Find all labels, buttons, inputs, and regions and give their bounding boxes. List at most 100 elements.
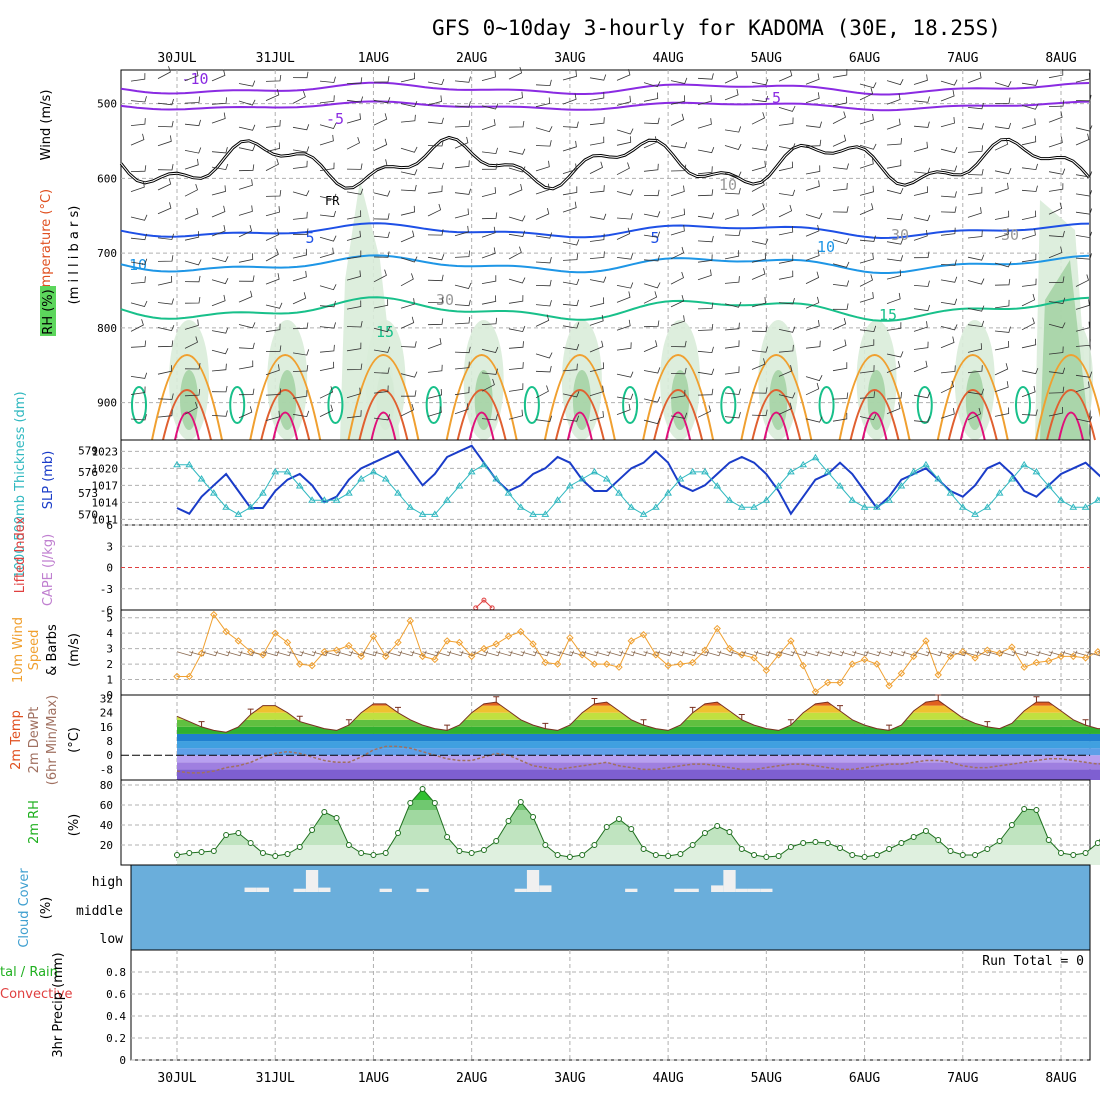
rh2m-ylabel-a: 2m RH [27,800,42,844]
wind-barb [535,365,552,373]
wind10-point [443,637,451,645]
thickness-point [897,482,906,489]
rh2m-point [603,824,610,830]
wind-barb [670,185,685,197]
wind-barb [994,182,1009,194]
wind-barb [886,360,901,373]
li-tick: -3 [100,583,113,596]
wind-barb [454,316,471,325]
rh2m-point [726,829,733,835]
wind-barb [508,120,525,128]
temp2m-ylabel-d: (°C) [67,727,82,753]
wind-barb [265,158,279,171]
wind-barb [859,143,877,150]
wind10-point [222,627,230,636]
wind-barb [859,365,875,374]
thickness-point [701,467,709,475]
wind10-tick: 3 [106,643,113,656]
isotherm-30 [566,411,593,441]
precip-tick: 0 [119,1054,126,1067]
wind10-point [1020,663,1028,671]
wind10-point [431,655,439,664]
wind-barb [535,79,552,87]
wind10-point [455,638,464,647]
wind-barb [508,66,523,80]
wind-barb [535,314,550,327]
wind-barb [589,233,605,242]
freezing-level-inner [120,136,1090,190]
wind-barb [373,346,391,353]
wind10-point [480,644,488,653]
wind-barb [832,392,849,400]
wind10-point [185,672,193,681]
temp2m-tick: -8 [100,763,113,776]
wind-barb [886,402,901,415]
isotherm-30 [1058,411,1084,441]
rh2m-point [886,846,893,852]
wind-barb [994,168,1012,175]
wind-barb [427,364,443,373]
wind-barb [292,211,308,220]
top-date-label: 4AUG [652,51,683,66]
temp2m-ylabel-a: 2m Temp [9,710,24,770]
wind-barb [1021,385,1036,398]
wind-barb [670,77,688,84]
wind-barb [508,383,524,392]
bottom-date-label: 2AUG [456,1071,487,1086]
wind10-point [922,637,930,645]
thickness-point [173,460,181,468]
wind-barb [400,146,418,153]
wind-barb [1021,338,1037,349]
wind-barb [643,255,660,262]
wind-barb [589,362,605,372]
wind-barb [130,340,147,348]
slp-ylabel-thickness: 1000-500mb Thickness (dm) [13,391,28,578]
wind-barb [265,74,282,82]
wind-barb [995,97,1011,104]
wind10-point [320,648,329,656]
upper-isotherms: FR -10 -5 -5 5 5 10 10 15 15 30 30 30 10 [119,70,1100,441]
wind-barb [913,321,928,332]
wind-barb [697,189,714,197]
temp2m-minmax [1033,696,1040,703]
thickness-point [995,489,1004,496]
wind-barb [940,117,955,128]
wind-barb [265,302,283,309]
thickness-point [209,489,218,496]
wind-barb [643,417,661,425]
contour-label: -10 [181,70,208,88]
wind-barb [238,124,256,131]
temp2m-ylabel-b: 2m DewPt [27,707,42,774]
wind10-point [590,660,599,668]
wind-barb [157,178,172,191]
rh-blob-dark [671,370,690,430]
isotherm-15-loop [131,386,147,424]
temp2m-ylabel-c: (6hr Min/Max) [45,695,60,785]
wind-barb [319,247,334,258]
thickness-point [345,489,353,496]
temp2m-band [177,712,1100,720]
thickness-point [1081,503,1090,510]
rh2m-point [272,853,279,859]
wind-barb [373,159,388,171]
wind-barb [265,345,282,352]
wind-barb [1075,125,1093,132]
wind-barb [157,202,172,215]
bottom-date-label: 3AUG [554,1071,585,1086]
thickness-point [369,467,378,475]
wind-barb [535,415,553,422]
wind-barb [292,71,309,79]
temp2m-minmax [591,698,598,704]
wind-barb [724,411,741,419]
cloud-bar [244,887,257,892]
wind10-point [1032,658,1041,667]
wind-barb [130,300,148,307]
wind10-tick: 0 [106,689,113,702]
rh2m-point [665,853,672,859]
chart-title: GFS 0~10day 3-hourly for KADOMA (30E, 18… [432,16,1001,40]
wind-barb [508,295,524,304]
li-tick: 6 [106,519,113,532]
wind-barb [535,208,550,220]
thickness-point [381,474,390,482]
wind-barb [211,410,228,417]
